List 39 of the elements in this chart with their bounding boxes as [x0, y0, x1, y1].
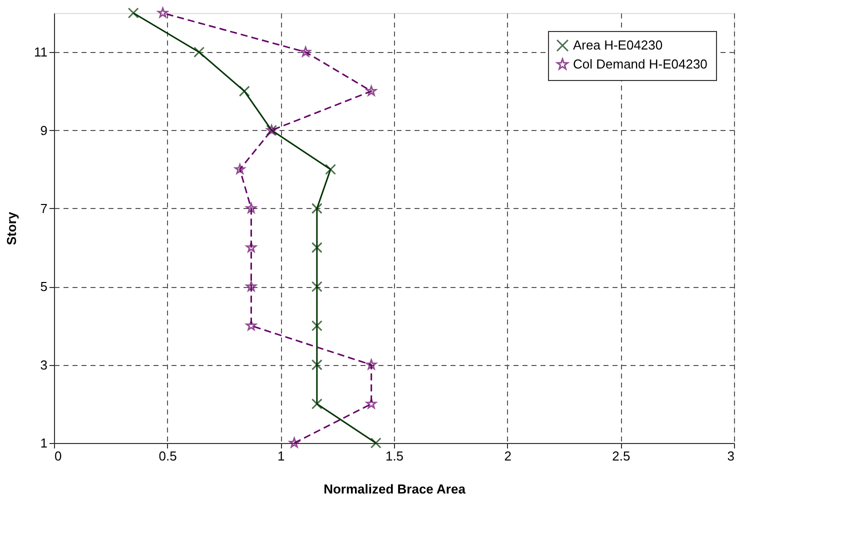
- x-tick-label: 3: [727, 448, 734, 464]
- x-tick-label: 0.5: [158, 448, 177, 464]
- point: [246, 281, 256, 292]
- point: [311, 359, 322, 370]
- point: [311, 281, 322, 292]
- y-tick-label: 11: [34, 44, 48, 60]
- point: [311, 242, 322, 254]
- point: [234, 164, 246, 174]
- y-tick-label: 1: [40, 436, 48, 450]
- x-tick-label: 2.5: [612, 448, 630, 464]
- point: [289, 438, 300, 448]
- legend-label: Area H-E04230: [573, 38, 663, 52]
- point: [246, 242, 256, 252]
- x-tick-label: 2: [504, 448, 512, 464]
- point: [246, 202, 256, 214]
- point: [366, 398, 377, 408]
- x-tick-label: 1: [278, 448, 285, 464]
- point: [311, 320, 322, 332]
- x-tick-label: 0: [54, 448, 62, 464]
- point: [194, 46, 205, 58]
- y-tick-label: 5: [40, 279, 48, 294]
- point: [238, 86, 250, 97]
- y-tick-label: 9: [40, 122, 48, 138]
- x-tick-label: 1.5: [385, 448, 404, 464]
- point: [366, 86, 377, 96]
- point: [370, 438, 382, 448]
- legend-label: Col Demand H-E04230: [573, 56, 708, 72]
- x-axis-title: Normalized Brace Area: [324, 482, 466, 496]
- point: [325, 164, 336, 175]
- point: [366, 359, 377, 370]
- point: [311, 202, 322, 214]
- point: [158, 8, 168, 18]
- point: [246, 320, 256, 330]
- point: [128, 8, 139, 18]
- y-axis-title: Story: [4, 211, 20, 246]
- point: [311, 398, 322, 410]
- y-tick-label: 7: [40, 200, 48, 216]
- point: [300, 46, 311, 57]
- y-tick-label: 3: [40, 357, 48, 372]
